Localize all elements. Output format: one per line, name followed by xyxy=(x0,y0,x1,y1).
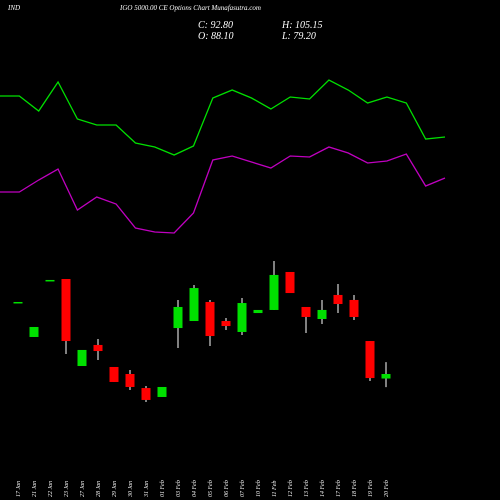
candle-body xyxy=(77,349,87,367)
x-tick-label: 13 Feb xyxy=(304,480,310,497)
indicator-line xyxy=(0,146,446,234)
x-tick-label: 30 Jan xyxy=(128,481,134,498)
candle-body xyxy=(13,301,23,304)
chart-title: IGO 5000.00 CE Options Chart Munafasutra… xyxy=(119,4,261,12)
x-tick-label: 23 Jan xyxy=(64,481,70,497)
candle-body xyxy=(189,288,199,322)
candle-body xyxy=(301,306,311,317)
x-tick-label: 27 Jan xyxy=(80,481,86,497)
candle-body xyxy=(141,388,151,400)
title-left: IND xyxy=(7,4,20,12)
x-tick-label: 19 Feb xyxy=(368,480,374,497)
x-tick-label: 14 Feb xyxy=(319,480,326,497)
x-tick-label: 03 Feb xyxy=(176,480,182,497)
x-tick-label: 20 Feb xyxy=(384,480,390,497)
stat: L: 79.20 xyxy=(281,31,316,42)
x-tick-label: 04 Feb xyxy=(191,480,198,497)
candle-body xyxy=(61,279,71,342)
candle-body xyxy=(333,294,343,304)
stat: H: 105.15 xyxy=(281,20,323,31)
stat: O: 88.10 xyxy=(198,31,234,42)
x-tick-label: 28 Jan xyxy=(96,481,102,497)
x-tick-label: 12 Feb xyxy=(288,480,294,497)
candle-body xyxy=(349,299,359,317)
x-tick-label: 10 Feb xyxy=(256,480,262,497)
candle-body xyxy=(221,321,231,327)
indicator-line xyxy=(0,79,446,156)
candle-body xyxy=(45,279,55,282)
candle-body xyxy=(317,309,327,319)
x-tick-label: 21 Jan xyxy=(32,481,38,497)
x-tick-label: 17 Jan xyxy=(16,481,22,497)
candle-body xyxy=(365,341,375,379)
x-tick-label: 05 Feb xyxy=(208,480,214,497)
candle-body xyxy=(269,274,279,310)
x-tick-label: 07 Feb xyxy=(240,480,246,497)
x-tick-label: 31 Jan xyxy=(144,481,150,498)
x-tick-label: 22 Jan xyxy=(48,481,54,497)
candle-body xyxy=(173,306,183,329)
x-tick-label: 29 Jan xyxy=(112,481,118,497)
candle-body xyxy=(285,271,295,294)
x-tick-label: 06 Feb xyxy=(224,480,230,497)
candle-body xyxy=(237,303,247,332)
x-tick-label: 17 Feb xyxy=(336,480,342,497)
candle-body xyxy=(381,374,391,379)
candle-body xyxy=(205,301,215,337)
x-tick-label: 18 Feb xyxy=(352,480,358,497)
candle-body xyxy=(253,309,263,314)
candle-body xyxy=(109,366,119,382)
stat: C: 92.80 xyxy=(198,20,233,31)
candle-body xyxy=(125,374,135,387)
candle-body xyxy=(157,386,167,397)
x-tick-label: 11 Feb xyxy=(272,481,278,497)
candle-body xyxy=(29,326,39,337)
candle-body xyxy=(93,344,103,352)
x-tick-label: 01 Feb xyxy=(160,480,166,497)
